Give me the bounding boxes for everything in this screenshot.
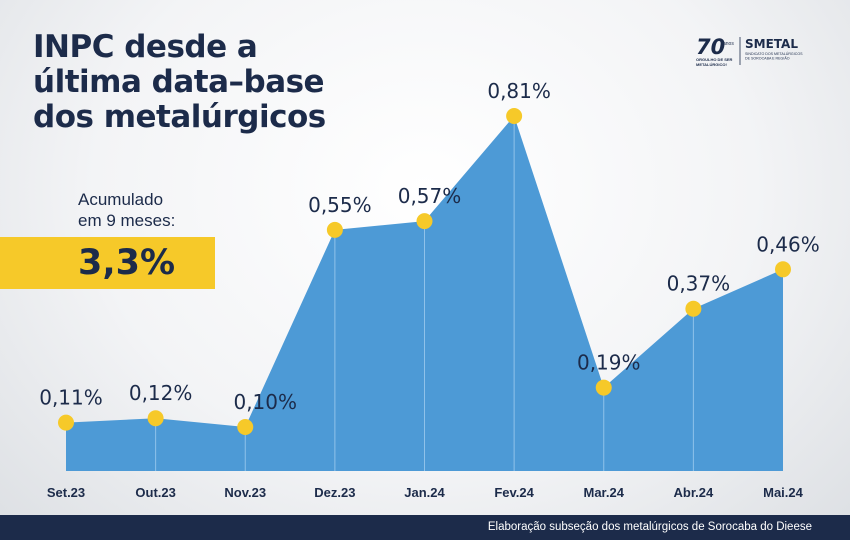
logo-brand-sub-2: DE SOROCABA E REGIÃO xyxy=(745,56,790,61)
accumulated-label-line-2: em 9 meses: xyxy=(78,211,176,230)
accumulated-value: 3,3% xyxy=(78,243,176,283)
logo-anniversary: 70 xyxy=(696,35,725,59)
title-line-2: última data–base xyxy=(33,64,325,100)
data-point xyxy=(595,379,612,396)
logo-tagline-2: METALÚRGICO! xyxy=(696,62,727,67)
chart-title: INPC desde a última data–base dos metalú… xyxy=(33,30,326,135)
inpc-area-chart: 0,11% Set.23 0,12% Out.23 0,10% Nov.23 0,55% De… xyxy=(39,79,820,500)
logo-tagline-1: ORGULHO DE SER xyxy=(696,57,733,62)
data-point xyxy=(506,108,523,124)
x-tick-label: Dez.23 xyxy=(314,485,355,500)
data-point xyxy=(147,410,164,427)
data-label: 0,19% xyxy=(577,351,641,375)
data-label: 0,81% xyxy=(487,79,551,103)
data-point xyxy=(326,221,343,238)
title-line-3: dos metalúrgicos xyxy=(33,99,326,135)
x-tick-label: Mai.24 xyxy=(763,485,804,500)
x-tick-label: Fev.24 xyxy=(494,485,534,500)
x-tick-label: Set.23 xyxy=(47,485,85,500)
accumulated-label: Acumulado em 9 meses: xyxy=(78,189,175,231)
data-point xyxy=(237,419,254,435)
data-point xyxy=(775,261,791,278)
accumulated-label-line-1: Acumulado xyxy=(78,190,164,209)
footer-credit: Elaboração subseção dos metalúrgicos de … xyxy=(487,521,812,533)
data-label: 0,37% xyxy=(667,272,731,296)
data-point xyxy=(58,414,74,431)
accumulated-highlight: 3,3% xyxy=(0,237,215,289)
data-label: 0,12% xyxy=(129,381,193,405)
logo-brand: SMETAL xyxy=(745,37,798,51)
data-label: 0,11% xyxy=(39,386,103,410)
x-tick-label: Out.23 xyxy=(135,485,175,500)
logo-brand-sub-1: SINDICATO DOS METALÚRGICOS xyxy=(745,51,803,56)
data-point xyxy=(416,213,433,230)
logo-anniversary-suffix: anos xyxy=(723,41,734,47)
x-tick-label: Abr.24 xyxy=(674,485,715,500)
footer-bar: Elaboração subseção dos metalúrgicos de … xyxy=(0,515,850,540)
data-label: 0,46% xyxy=(756,232,820,256)
x-tick-label: Jan.24 xyxy=(404,485,445,500)
x-tick-label: Nov.23 xyxy=(224,485,266,500)
x-tick-label: Mar.24 xyxy=(584,485,625,500)
data-label: 0,55% xyxy=(308,193,372,217)
data-label: 0,57% xyxy=(398,184,462,208)
data-point xyxy=(685,300,702,317)
smetal-logo: 70 anos ORGULHO DE SER METALÚRGICO! SMET… xyxy=(696,35,803,67)
data-label: 0,10% xyxy=(233,390,297,414)
title-line-1: INPC desde a xyxy=(33,29,258,65)
